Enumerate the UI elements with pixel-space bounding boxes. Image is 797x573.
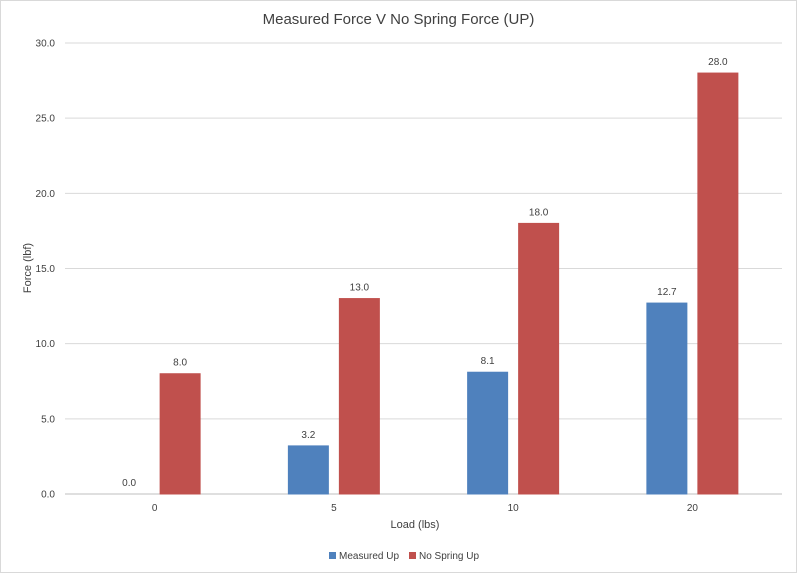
chart-title: Measured Force V No Spring Force (UP): [263, 11, 535, 28]
x-tick-label: 10: [508, 503, 520, 514]
bar: [518, 222, 560, 495]
y-tick-label: 10.0: [36, 339, 56, 350]
x-tick-label: 5: [331, 503, 337, 514]
bar: [338, 298, 380, 495]
bar: [159, 373, 201, 495]
data-label: 12.7: [657, 287, 677, 298]
data-label: 28.0: [708, 57, 728, 68]
x-axis-title: Load (lbs): [391, 519, 440, 531]
legend-swatch: [409, 552, 416, 559]
data-label: 18.0: [529, 207, 549, 218]
y-axis-ticks: 0.0 5.0 10.0 15.0 20.0 25.0 30.0: [36, 39, 56, 501]
data-labels: 0.0 8.0 3.2 13.0 8.1 18.0 12.7 28.0: [122, 57, 728, 489]
legend: Measured Up No Spring Up: [329, 551, 479, 562]
y-tick-label: 0.0: [41, 490, 55, 501]
legend-swatch: [329, 552, 336, 559]
y-tick-label: 30.0: [36, 39, 56, 50]
x-tick-label: 20: [687, 503, 699, 514]
bars: [159, 72, 739, 495]
bar: [467, 371, 509, 495]
bar: [697, 72, 739, 495]
x-axis-ticks: 0 5 10 20: [152, 503, 699, 514]
y-tick-label: 15.0: [36, 264, 56, 275]
data-label: 3.2: [301, 430, 315, 441]
bar: [646, 302, 688, 495]
data-label: 13.0: [350, 283, 370, 294]
legend-label: Measured Up: [339, 551, 399, 562]
bar: [287, 445, 329, 495]
data-label: 8.1: [481, 356, 495, 367]
y-axis-title: Force (lbf): [22, 243, 34, 293]
data-label: 0.0: [122, 478, 136, 489]
data-label: 8.0: [173, 358, 187, 369]
x-tick-label: 0: [152, 503, 158, 514]
y-tick-label: 5.0: [41, 414, 55, 425]
legend-label: No Spring Up: [419, 551, 479, 562]
y-tick-label: 25.0: [36, 114, 56, 125]
y-tick-label: 20.0: [36, 189, 56, 200]
